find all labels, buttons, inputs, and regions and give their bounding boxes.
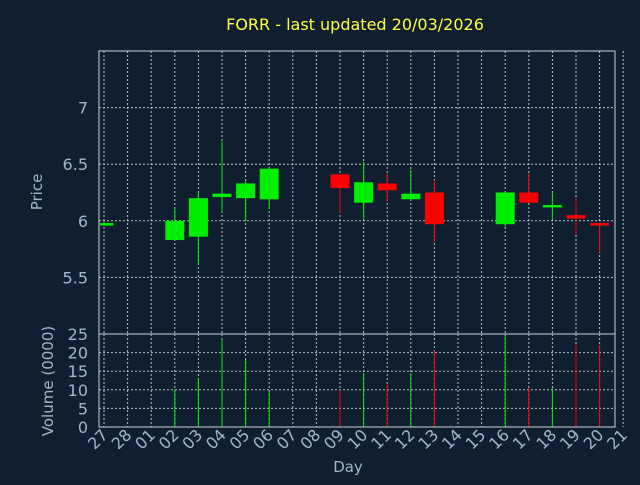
- candle-body-20: [590, 223, 610, 226]
- candle-body-18: [542, 204, 562, 208]
- candle-body-03: [188, 198, 208, 237]
- x-tick-labels: 2728010203040506070809101112131415161718…: [84, 425, 631, 453]
- price-axis-label: Price: [28, 174, 46, 211]
- candle-body-13: [424, 192, 444, 225]
- candle-body-04: [212, 193, 232, 198]
- price-tick-label-2: 6.5: [63, 155, 88, 174]
- candle-body-17: [519, 192, 539, 203]
- price-tick-label-1: 6: [78, 212, 88, 231]
- candle-body-09: [330, 174, 350, 188]
- volume-tick-label-4: 20: [68, 344, 88, 363]
- candle-body-02: [165, 220, 185, 241]
- volume-tick-label-1: 5: [78, 399, 88, 418]
- volume-tick-label-0: 0: [78, 418, 88, 437]
- candle-body-19: [566, 215, 586, 219]
- chart-title: FORR - last updated 20/03/2026: [226, 15, 484, 34]
- candle-body-11: [377, 183, 397, 191]
- candle-body-27: [100, 223, 114, 226]
- volume-tick-label-3: 15: [68, 362, 88, 381]
- volume-tick-label-2: 10: [68, 381, 88, 400]
- price-candles: [100, 141, 610, 265]
- volume-axis-label: Volume (0000): [39, 326, 57, 436]
- volume-panel-frame: [98, 333, 616, 428]
- volume-tick-label-5: 25: [68, 325, 88, 344]
- price-y-tick-labels: 5.5 6 6.5 7: [63, 99, 88, 288]
- price-tick-label-3: 7: [78, 99, 88, 118]
- candle-body-12: [401, 193, 421, 200]
- candle-body-06: [259, 168, 279, 200]
- candle-body-16: [495, 192, 515, 225]
- volume-bars: [103, 335, 601, 427]
- candle-body-05: [236, 183, 256, 199]
- candle-body-10: [354, 182, 374, 203]
- price-tick-label-0: 5.5: [63, 268, 88, 287]
- x-axis-label: Day: [333, 458, 363, 476]
